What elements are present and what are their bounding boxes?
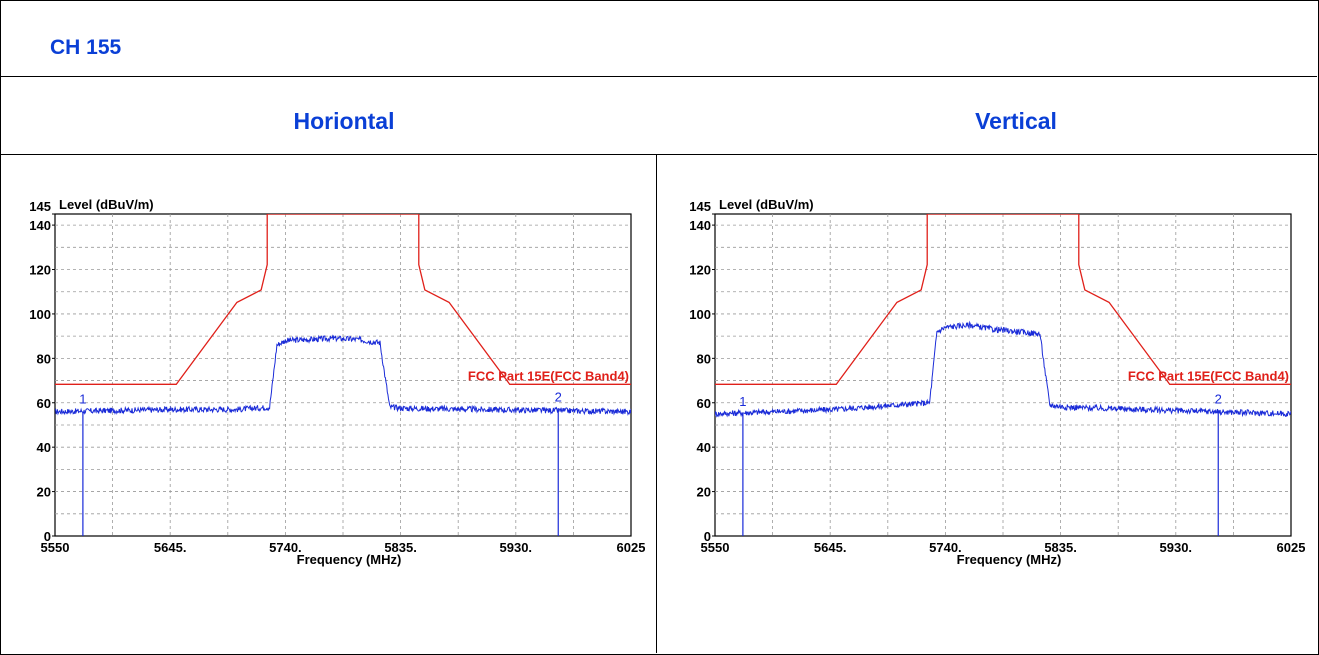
y-tick-label: 145 xyxy=(689,199,711,214)
x-tick-label: 5550 xyxy=(41,540,70,555)
plot-area xyxy=(714,213,1292,537)
x-tick-label: 5740. xyxy=(929,540,962,555)
y-tick-label: 0 xyxy=(704,529,711,544)
grid xyxy=(715,214,1291,536)
marker-label: 1 xyxy=(739,394,746,409)
x-axis-label: Frequency (MHz) xyxy=(297,552,402,567)
limit-label: FCC Part 15E(FCC Band4) xyxy=(1128,368,1289,383)
series-line-limit xyxy=(715,214,1291,385)
chart-svg-horizontal: 0 20 40 60 80 100 120 140 145 5550 5645. 5740. 5835.… xyxy=(29,197,645,567)
y-tick-label: 40 xyxy=(37,440,51,455)
channel-title: CH 155 xyxy=(50,36,122,59)
x-tick-label: 5550 xyxy=(701,540,730,555)
y-tick-label: 0 xyxy=(44,529,51,544)
y-tick-label: 20 xyxy=(37,485,51,500)
x-tick-label: 6025 xyxy=(617,540,645,555)
y-tick-label: 60 xyxy=(37,396,51,411)
y-tick-label: 100 xyxy=(29,307,51,322)
x-axis-label: Frequency (MHz) xyxy=(957,552,1062,567)
x-tick-label: 5645. xyxy=(154,540,187,555)
y-tick-label: 120 xyxy=(689,263,711,278)
x-tick-label: 5930. xyxy=(500,540,533,555)
divider-columns xyxy=(0,154,1317,155)
y-tick-label: 100 xyxy=(689,307,711,322)
marker-label: 2 xyxy=(1215,392,1222,407)
chart-horizontal: 0 20 40 60 80 100 120 140 145 5550 5645. 5740. 5835.… xyxy=(5,190,645,590)
marker-label: 2 xyxy=(555,389,562,404)
limit-label: FCC Part 15E(FCC Band4) xyxy=(468,368,629,383)
y-tick-label: 140 xyxy=(689,218,711,233)
y-axis-label: Level (dBuV/m) xyxy=(719,197,814,212)
y-tick-label: 80 xyxy=(37,351,51,366)
column-heading-vertical: Vertical xyxy=(975,108,1057,134)
x-tick-label: 5835. xyxy=(1044,540,1077,555)
x-tick-label: 5740. xyxy=(269,540,302,555)
grid xyxy=(55,214,631,536)
y-tick-label: 120 xyxy=(29,263,51,278)
chart-svg-vertical: 0 20 40 60 80 100 120 140 145 5550 5645. 5740. 5835.… xyxy=(689,197,1305,567)
divider-vertical xyxy=(656,154,657,653)
y-axis-label: Level (dBuV/m) xyxy=(59,197,154,212)
chart-vertical: 0 20 40 60 80 100 120 140 145 5550 5645. 5740. 5835.… xyxy=(665,190,1305,590)
series-line-measured xyxy=(715,320,1291,418)
series-line-limit xyxy=(55,214,631,385)
x-tick-label: 5930. xyxy=(1160,540,1193,555)
series-line-measured xyxy=(55,334,631,416)
column-heading-horizontal: Horiontal xyxy=(293,108,395,134)
y-tick-label: 20 xyxy=(697,485,711,500)
x-tick-label: 5645. xyxy=(814,540,847,555)
y-tick-label: 145 xyxy=(29,199,51,214)
marker-label: 1 xyxy=(79,392,86,407)
divider-header xyxy=(0,76,1317,77)
y-tick-label: 80 xyxy=(697,351,711,366)
y-tick-label: 60 xyxy=(697,396,711,411)
x-tick-label: 6025 xyxy=(1277,540,1305,555)
y-tick-label: 140 xyxy=(29,218,51,233)
y-tick-label: 40 xyxy=(697,440,711,455)
x-tick-label: 5835. xyxy=(384,540,417,555)
